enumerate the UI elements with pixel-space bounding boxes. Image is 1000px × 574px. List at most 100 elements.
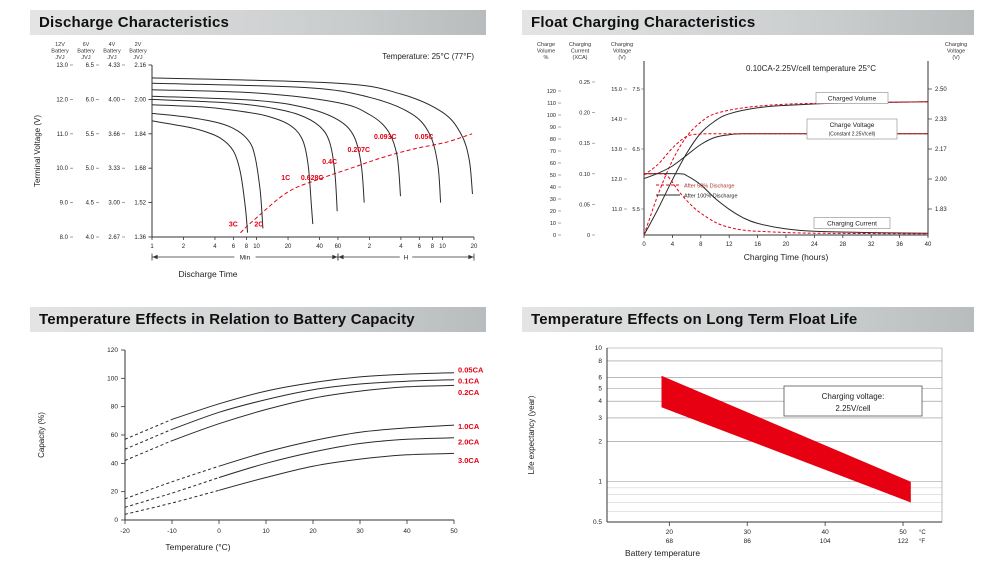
svg-text:4: 4 (213, 244, 217, 250)
temperature-capacity-chart: 0 20 40 60 80 100 120 -20 -10 0 10 20 30 40 50 Capacity… (37, 347, 484, 552)
svg-text:120: 120 (547, 89, 556, 95)
svg-text:3: 3 (598, 415, 602, 422)
svg-text:2V: 2V (135, 42, 142, 48)
svg-text:4.00: 4.00 (108, 97, 120, 103)
svg-text:0.05CA: 0.05CA (458, 365, 484, 374)
svg-text:10: 10 (262, 528, 270, 535)
svg-text:120: 120 (107, 347, 118, 354)
svg-text:0.4C: 0.4C (322, 159, 337, 166)
svg-text:40: 40 (111, 460, 119, 467)
svg-text:Charging: Charging (945, 42, 967, 48)
svg-text:60: 60 (335, 244, 342, 250)
svg-text:°F: °F (919, 539, 925, 545)
svg-text:-10: -10 (167, 528, 177, 535)
svg-text:Battery: Battery (77, 49, 95, 55)
svg-text:Charging voltage:: Charging voltage: (822, 392, 885, 401)
svg-text:8: 8 (431, 244, 435, 250)
svg-text:40: 40 (316, 244, 323, 250)
svg-text:20: 20 (309, 528, 317, 535)
svg-text:86: 86 (744, 538, 752, 545)
svg-text:30: 30 (550, 197, 556, 203)
svg-text:2.67: 2.67 (108, 235, 120, 241)
svg-text:50: 50 (899, 529, 907, 536)
svg-text:50: 50 (550, 173, 556, 179)
svg-text:90: 90 (550, 125, 556, 131)
svg-text:Charged Volume: Charged Volume (828, 96, 877, 103)
svg-text:1: 1 (150, 244, 154, 250)
svg-text:6.5: 6.5 (632, 147, 640, 153)
svg-text:5.0: 5.0 (86, 166, 95, 172)
svg-text:13.0: 13.0 (611, 147, 622, 153)
svg-text:0.10CA-2.25V/cell temperature: 0.10CA-2.25V/cell temperature 25°C (746, 64, 876, 73)
svg-text:16: 16 (754, 242, 761, 248)
svg-text:80: 80 (550, 137, 556, 143)
svg-text:2: 2 (368, 244, 372, 250)
svg-text:0.207C: 0.207C (348, 147, 371, 154)
svg-text:Charge Voltage: Charge Voltage (830, 122, 875, 129)
svg-text:30: 30 (744, 529, 752, 536)
svg-text:0: 0 (114, 517, 118, 524)
svg-text:1: 1 (598, 479, 602, 486)
svg-text:20: 20 (550, 209, 556, 215)
svg-text:11.0: 11.0 (612, 207, 622, 213)
svg-text:40: 40 (403, 528, 411, 535)
svg-text:1.52: 1.52 (134, 201, 146, 207)
svg-text:JVJ: JVJ (133, 55, 142, 61)
svg-text:8: 8 (699, 242, 703, 248)
svg-text:Battery: Battery (103, 49, 121, 55)
svg-text:5.5: 5.5 (86, 132, 95, 138)
svg-text:JVJ: JVJ (107, 55, 116, 61)
svg-text:Charging Time (hours): Charging Time (hours) (744, 252, 829, 262)
svg-text:5: 5 (598, 385, 602, 392)
svg-text:2.0CA: 2.0CA (458, 438, 480, 447)
svg-text:4.0: 4.0 (86, 235, 95, 241)
svg-text:Battery: Battery (129, 49, 147, 55)
svg-text:20: 20 (285, 244, 292, 250)
svg-text:60: 60 (550, 161, 556, 167)
svg-text:0: 0 (217, 528, 221, 535)
svg-text:Voltage: Voltage (947, 49, 965, 55)
svg-text:Charging: Charging (569, 42, 591, 48)
section-title-float-life: Temperature Effects on Long Term Float L… (522, 307, 974, 332)
section-title-float-charging: Float Charging Characteristics (522, 10, 974, 35)
svg-text:2.17: 2.17 (935, 147, 947, 153)
svg-text:°C: °C (919, 530, 926, 536)
svg-text:1C: 1C (281, 175, 290, 182)
svg-text:20: 20 (783, 242, 790, 248)
svg-text:80: 80 (111, 404, 119, 411)
svg-text:4: 4 (399, 244, 403, 250)
svg-text:Voltage: Voltage (613, 49, 631, 55)
svg-text:After 50% Discharge: After 50% Discharge (684, 184, 734, 190)
svg-text:4: 4 (671, 242, 675, 248)
svg-text:4V: 4V (109, 42, 116, 48)
svg-text:2: 2 (182, 244, 186, 250)
svg-text:3.33: 3.33 (108, 166, 120, 172)
svg-text:0.05C: 0.05C (415, 134, 434, 141)
svg-text:1.83: 1.83 (935, 207, 947, 213)
svg-text:0.20: 0.20 (579, 111, 590, 117)
svg-text:1.0CA: 1.0CA (458, 422, 480, 431)
svg-text:11.0: 11.0 (57, 132, 69, 138)
svg-text:4.33: 4.33 (108, 63, 120, 69)
svg-text:6.5: 6.5 (86, 63, 95, 69)
svg-text:(V): (V) (618, 55, 626, 61)
svg-text:Charging Current: Charging Current (827, 221, 877, 228)
svg-text:68: 68 (666, 538, 674, 545)
svg-text:0.05: 0.05 (579, 202, 590, 208)
svg-text:14.0: 14.0 (611, 117, 622, 123)
svg-text:Charging: Charging (611, 42, 633, 48)
svg-text:Current: Current (571, 49, 590, 55)
svg-text:8: 8 (245, 244, 249, 250)
svg-text:Temperature: 25°C (77°F): Temperature: 25°C (77°F) (382, 52, 474, 61)
svg-text:0.10: 0.10 (579, 172, 590, 178)
svg-text:1.68: 1.68 (134, 166, 146, 172)
svg-text:6V: 6V (83, 42, 90, 48)
float-charging-section: Float Charging Characteristics Charge Vol… (500, 0, 1000, 283)
svg-text:2.00: 2.00 (935, 177, 947, 183)
float-charging-chart: ChargeVolume%ChargingCurrent(XCA)Chargin… (537, 42, 967, 262)
temperature-capacity-section: Temperature Effects in Relation to Batte… (0, 283, 500, 567)
svg-text:10: 10 (439, 244, 446, 250)
svg-text:36: 36 (896, 242, 903, 248)
